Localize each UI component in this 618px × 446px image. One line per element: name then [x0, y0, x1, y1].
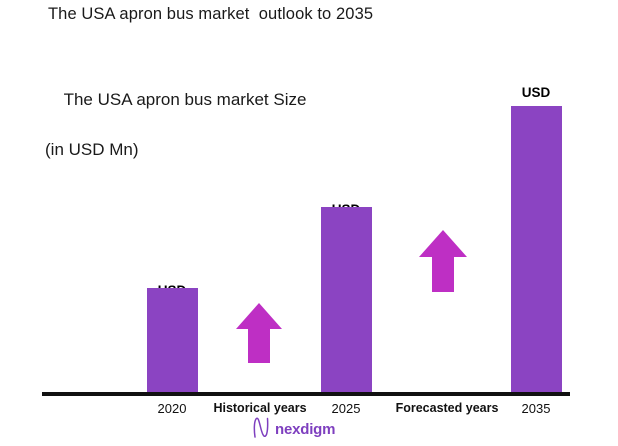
- up-arrow-icon-historical: [235, 302, 283, 364]
- x-axis-tick-2025: 2025: [331, 401, 361, 416]
- x-axis-period-historical: Historical years: [213, 401, 307, 415]
- page-title: The USA apron bus market outlook to 2035: [48, 5, 374, 23]
- x-axis-tick-2020: 2020: [157, 401, 187, 416]
- wave-n-icon: [252, 417, 271, 443]
- y-axis-heading: The USA apron bus market Size (in USD Mn…: [45, 62, 306, 212]
- y-axis-heading-line2: (in USD Mn): [45, 140, 139, 159]
- bar-2020[interactable]: [147, 288, 198, 393]
- brand-name: nexdigm: [275, 421, 336, 438]
- y-axis-heading-line1: The USA apron bus market Size: [63, 90, 307, 109]
- bar-value-label-2035-line1: USD: [521, 85, 551, 100]
- up-arrow-icon-forecasted: [418, 229, 468, 293]
- x-axis-period-forecasted: Forecasted years: [395, 401, 499, 415]
- bar-2025[interactable]: [321, 207, 372, 393]
- brand-logo: nexdigm: [252, 417, 335, 443]
- x-axis-line: [42, 392, 570, 396]
- x-axis-tick-2035: 2035: [521, 401, 551, 416]
- bar-2035[interactable]: [511, 106, 562, 393]
